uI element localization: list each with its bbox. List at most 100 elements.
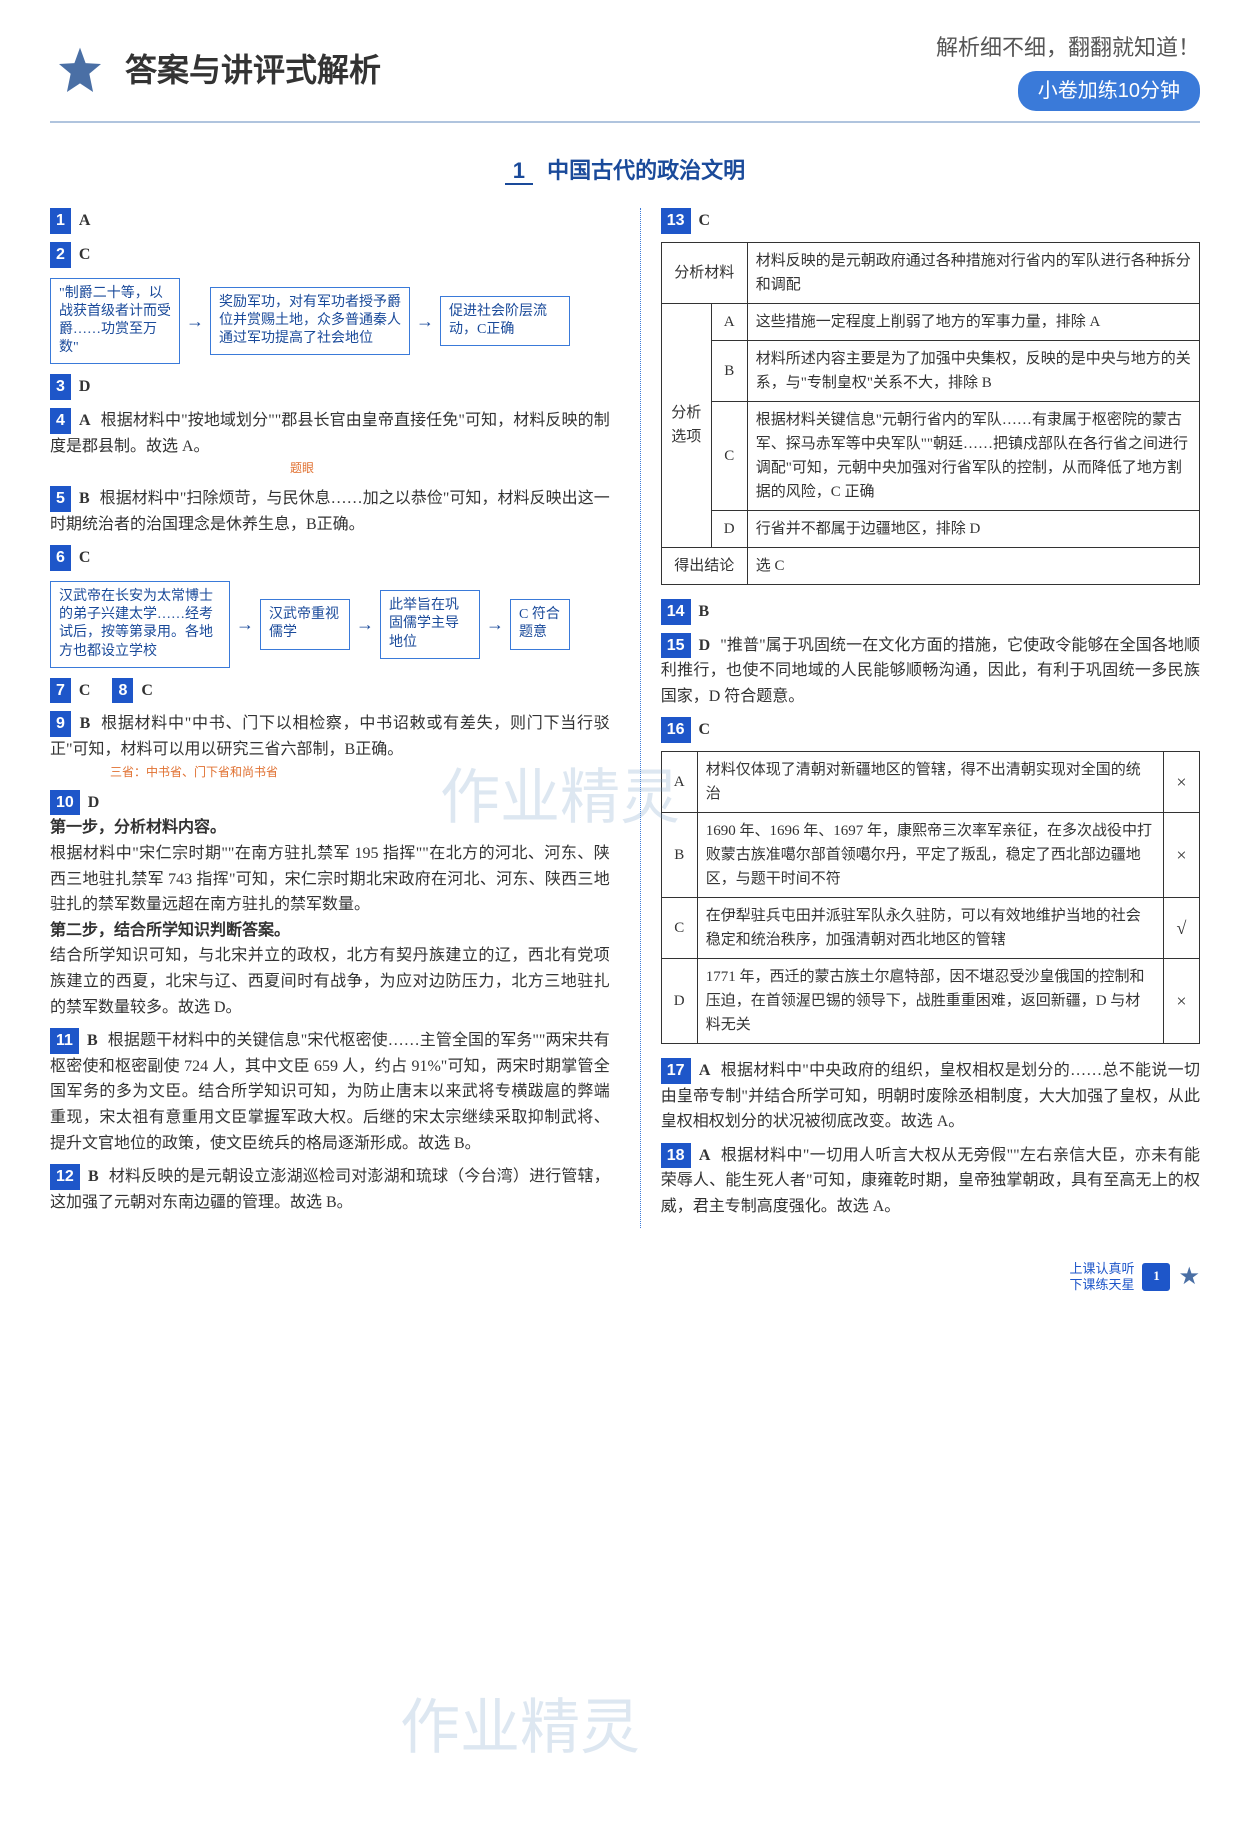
table-row: 分析材料 材料反映的是元朝政府通过各种措施对行省内的军队进行各种拆分和调配: [661, 242, 1199, 303]
arrow-icon: →: [236, 610, 254, 639]
table-row: B 材料所述内容主要是为了加强中央集权，反映的是中央与地方的关系，与"专制皇权"…: [661, 340, 1199, 401]
q-number: 14: [661, 599, 691, 625]
mark-icon: ×: [1164, 751, 1200, 812]
q-number: 4: [50, 408, 71, 434]
badge-label: 小卷加练10分钟: [1018, 71, 1200, 111]
answer-item: 5 B 根据材料中"扫除烦苛，与民休息……加之以恭俭"可知，材料反映出这一时期统…: [50, 486, 610, 537]
page-number: 1: [1142, 1263, 1170, 1291]
star-icon: [50, 41, 110, 101]
table-row: 得出结论 选 C: [661, 547, 1199, 584]
q-answer: B: [699, 603, 710, 620]
q-number: 8: [112, 678, 133, 704]
cell-text: 这些措施一定程度上削弱了地方的军事力量，排除 A: [747, 303, 1199, 340]
page-header: 答案与讲评式解析 解析细不细，翻翻就知道！ 小卷加练10分钟: [50, 30, 1200, 123]
footer-slogan: 上课认真听 下课练天星: [1069, 1261, 1134, 1292]
analysis-table: A 材料仅体现了清朝对新疆地区的管辖，得不出清朝实现对全国的统治 × B 169…: [661, 751, 1200, 1044]
cell-text: 根据材料关键信息"元朝行省内的军队……有隶属于枢密院的蒙古军、探马赤军等中央军队…: [747, 401, 1199, 510]
answer-item: 4 A 根据材料中"按地域划分""郡县长官由皇帝直接任免"可知，材料反映的制度是…: [50, 408, 610, 478]
arrow-icon: →: [486, 610, 504, 639]
explanation-text: 材料反映的是元朝设立澎湖巡检司对澎湖和琉球（今台湾）进行管辖，这加强了元朝对东南…: [50, 1168, 610, 1211]
q-answer: C: [141, 682, 153, 699]
chapter-title: 1 中国古代的政治文明: [50, 153, 1200, 188]
explanation-text: 根据材料中"一切用人听言大权从无旁假""左右亲信大臣，亦未有能荣辱人、能生死人者…: [661, 1147, 1200, 1215]
mark-icon: ×: [1164, 812, 1200, 897]
option-label: A: [661, 751, 697, 812]
cell-text: 材料仅体现了清朝对新疆地区的管辖，得不出清朝实现对全国的统治: [697, 751, 1163, 812]
flow-box: C 符合题意: [510, 599, 570, 649]
content-columns: 1 A 2 C "制爵二十等，以战获首级者计而受爵……功赏至万数" → 奖励军功…: [50, 208, 1200, 1227]
q-answer: D: [79, 378, 91, 395]
hint-text: 题眼: [290, 459, 610, 478]
answer-item: 16 C: [661, 717, 1200, 743]
answer-item: 2 C: [50, 242, 610, 268]
explanation-text: 根据材料中"扫除烦苛，与民休息……加之以恭俭"可知，材料反映出这一时期统治者的治…: [50, 490, 610, 533]
q-answer: C: [79, 549, 91, 566]
flow-box: 汉武帝在长安为太常博士的弟子兴建太学……经考试后，按等第录用。各地方也都设立学校: [50, 581, 230, 668]
page-footer: 上课认真听 下课练天星 1 ★: [50, 1258, 1200, 1296]
watermark: 作业精灵: [400, 1680, 640, 1776]
arrow-icon: →: [416, 307, 434, 336]
q-answer: B: [88, 1168, 99, 1185]
slogan-line: 下课练天星: [1069, 1277, 1134, 1293]
cell-text: 行省并不都属于边疆地区，排除 D: [747, 510, 1199, 547]
explanation-text: 根据材料中"宋仁宗时期""在南方驻扎禁军 195 指挥""在北方的河北、河东、陕…: [50, 841, 610, 918]
row-label: 分析选项: [661, 303, 711, 547]
flow-box: "制爵二十等，以战获首级者计而受爵……功赏至万数": [50, 278, 180, 365]
table-row: A 材料仅体现了清朝对新疆地区的管辖，得不出清朝实现对全国的统治 ×: [661, 751, 1199, 812]
flow-box: 促进社会阶层流动，C正确: [440, 296, 570, 346]
q-number: 6: [50, 545, 71, 571]
row-label: 得出结论: [661, 547, 747, 584]
answer-item: 3 D: [50, 374, 610, 400]
q-number: 16: [661, 717, 691, 743]
row-label: 分析材料: [661, 242, 747, 303]
q-number: 5: [50, 486, 71, 512]
q-number: 2: [50, 242, 71, 268]
q-answer: A: [79, 212, 91, 229]
cell-text: 1771 年，西迁的蒙古族土尔扈特部，因不堪忍受沙皇俄国的控制和压迫，在首领渥巴…: [697, 958, 1163, 1043]
q-answer: D: [88, 794, 100, 811]
hint-text: 三省：中书省、门下省和尚书省: [110, 763, 610, 782]
slogan-line: 上课认真听: [1069, 1261, 1134, 1277]
table-row: D 行省并不都属于边疆地区，排除 D: [661, 510, 1199, 547]
table-row: C 根据材料关键信息"元朝行省内的军队……有隶属于枢密院的蒙古军、探马赤军等中央…: [661, 401, 1199, 510]
explanation-text: 结合所学知识可知，与北宋并立的政权，北方有契丹族建立的辽，西北有党项族建立的西夏…: [50, 943, 610, 1020]
explanation-text: 根据材料中"中书、门下以相检察，中书诏敕或有差失，则门下当行驳正"可知，材料可以…: [50, 715, 610, 758]
q-answer: C: [79, 246, 91, 263]
flow-box: 奖励军功，对有军功者授予爵位并赏赐土地，众多普通秦人通过军功提高了社会地位: [210, 287, 410, 356]
q-number: 18: [661, 1143, 691, 1169]
answer-item: 13 C: [661, 208, 1200, 234]
flow-box: 汉武帝重视儒学: [260, 599, 350, 649]
cell-text: 选 C: [747, 547, 1199, 584]
q-number: 10: [50, 790, 80, 816]
table-row: C 在伊犁驻兵屯田并派驻军队永久驻防，可以有效地维护当地的社会稳定和统治秩序，加…: [661, 897, 1199, 958]
chapter-name: 中国古代的政治文明: [547, 158, 745, 183]
answer-item: 1 A: [50, 208, 610, 234]
q-answer: D: [699, 637, 711, 654]
header-left: 答案与讲评式解析: [50, 41, 381, 101]
explanation-text: 根据材料中"按地域划分""郡县长官由皇帝直接任免"可知，材料反映的制度是郡县制。…: [50, 412, 610, 455]
q-answer: A: [79, 412, 91, 429]
answer-item: 12 B 材料反映的是元朝设立澎湖巡检司对澎湖和琉球（今台湾）进行管辖，这加强了…: [50, 1164, 610, 1215]
q-answer: B: [80, 715, 91, 732]
header-subtitle: 解析细不细，翻翻就知道！: [936, 30, 1200, 65]
explanation-text: 根据题干材料中的关键信息"宋代枢密使……主管全国的军务""两宋共有枢密使和枢密副…: [50, 1032, 610, 1151]
q-number: 15: [661, 633, 691, 659]
answer-item: 9 B 根据材料中"中书、门下以相检察，中书诏敕或有差失，则门下当行驳正"可知，…: [50, 711, 610, 781]
option-label: D: [661, 958, 697, 1043]
arrow-icon: →: [356, 610, 374, 639]
q-answer: C: [699, 721, 711, 738]
option-label: C: [661, 897, 697, 958]
answer-item: 14 B: [661, 599, 1200, 625]
answer-item: 7 C 8 C: [50, 678, 610, 704]
step-heading: 第二步，结合所学知识判断答案。: [50, 918, 610, 944]
cell-text: 1690 年、1696 年、1697 年，康熙帝三次率军亲征，在多次战役中打败蒙…: [697, 812, 1163, 897]
page-title: 答案与讲评式解析: [125, 45, 381, 96]
answer-item: 11 B 根据题干材料中的关键信息"宋代枢密使……主管全国的军务""两宋共有枢密…: [50, 1028, 610, 1156]
star-icon: ★: [1178, 1258, 1200, 1296]
right-column: 13 C 分析材料 材料反映的是元朝政府通过各种措施对行省内的军队进行各种拆分和…: [640, 208, 1200, 1227]
q-number: 17: [661, 1058, 691, 1084]
explanation-text: "推普"属于巩固统一在文化方面的措施，它使政令能够在全国各地顺利推行，也使不同地…: [661, 637, 1200, 705]
arrow-icon: →: [186, 307, 204, 336]
option-label: B: [711, 340, 747, 401]
q-number: 7: [50, 678, 71, 704]
